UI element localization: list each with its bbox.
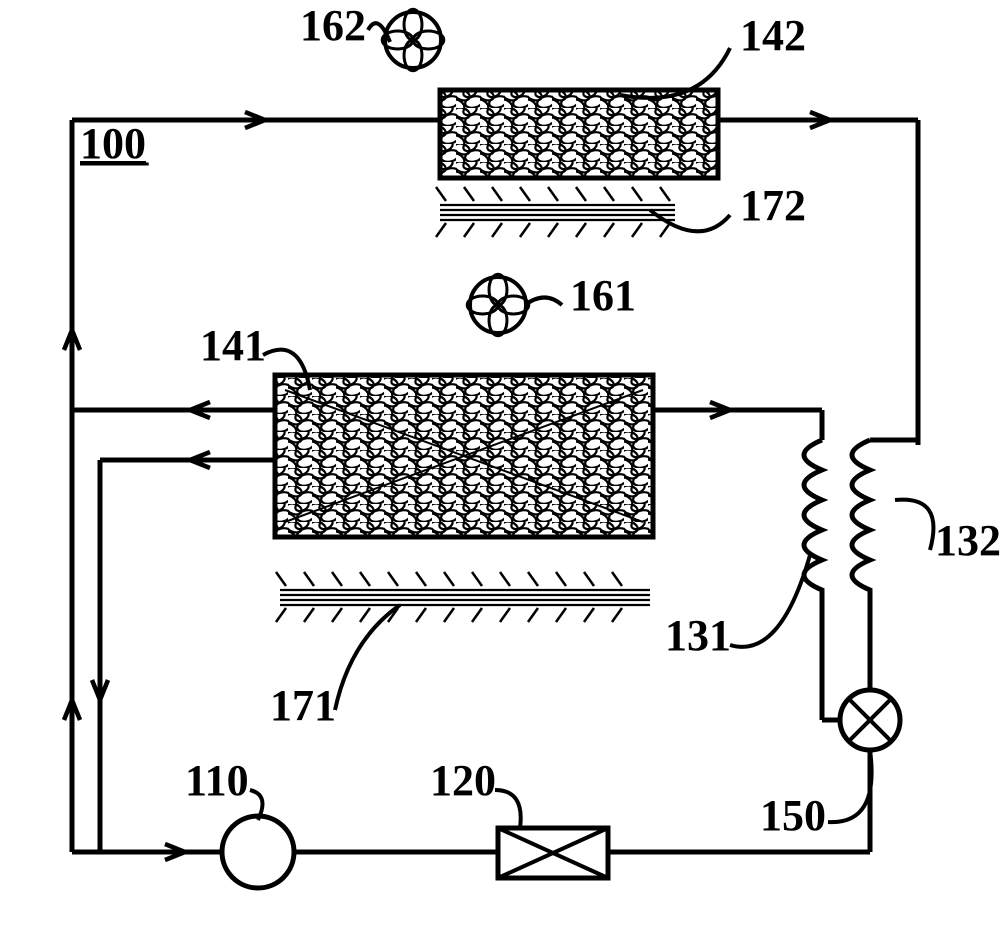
fan-162-icon [382, 9, 444, 71]
ref-label-161: 161 [570, 271, 636, 320]
ref-label-131: 131 [665, 611, 731, 660]
capillary-131 [804, 440, 822, 600]
ref-label-150: 150 [760, 791, 826, 840]
ref-label-110: 110 [185, 756, 249, 805]
ref-label-141: 141 [200, 321, 266, 370]
pump-110 [222, 816, 294, 888]
valve-150 [840, 690, 900, 750]
ref-label-171: 171 [270, 681, 336, 730]
ref-label-142: 142 [740, 11, 806, 60]
capillary-132 [852, 440, 870, 600]
refrigeration-cycle-diagram: 100 162 142 172 161 141 131 132 171 110 120 150 [0, 0, 1000, 933]
heat-exchanger-142 [440, 90, 718, 178]
ref-label-100: 100 [80, 119, 146, 168]
fan-161-icon [467, 274, 529, 336]
ref-label-172: 172 [740, 181, 806, 230]
ref-label-132: 132 [935, 516, 1000, 565]
ref-label-120: 120 [430, 756, 496, 805]
filter-120 [498, 828, 608, 878]
fin-strip-171 [276, 572, 650, 622]
ref-label-162: 162 [300, 1, 366, 50]
fin-strip-172 [436, 187, 675, 237]
